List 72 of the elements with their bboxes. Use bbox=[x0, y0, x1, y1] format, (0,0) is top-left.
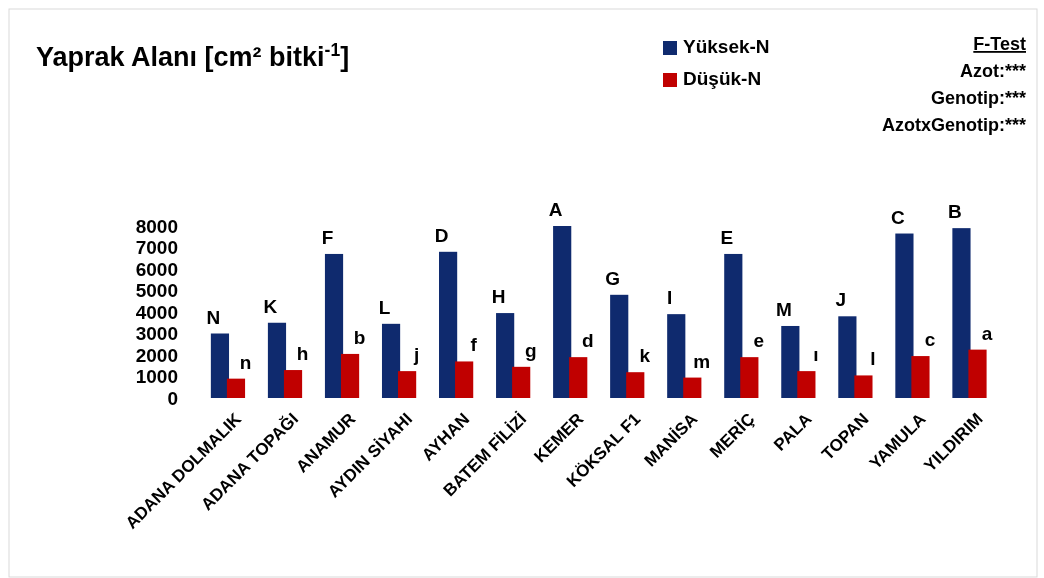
bar bbox=[553, 226, 572, 398]
data-label: a bbox=[981, 322, 993, 344]
bar bbox=[569, 357, 588, 398]
data-label: e bbox=[753, 330, 765, 352]
data-label: j bbox=[412, 344, 420, 366]
bar bbox=[724, 253, 743, 398]
bar bbox=[781, 325, 800, 398]
bar bbox=[210, 333, 230, 398]
y-tick-label: 0 bbox=[167, 387, 178, 409]
bar bbox=[667, 314, 686, 398]
bar bbox=[895, 233, 914, 398]
legend-label: Yüksek-N bbox=[683, 36, 770, 57]
y-tick-label: 1000 bbox=[135, 366, 178, 388]
data-label: A bbox=[548, 199, 563, 220]
bar bbox=[455, 361, 474, 398]
data-label: F bbox=[321, 226, 334, 248]
bar bbox=[911, 356, 930, 398]
data-label: f bbox=[470, 334, 478, 356]
text: Azot:*** bbox=[960, 61, 1026, 81]
bar bbox=[496, 313, 515, 398]
data-label: m bbox=[693, 350, 711, 372]
y-tick-label: 8000 bbox=[135, 215, 178, 237]
data-label: G bbox=[605, 267, 621, 289]
data-label: E bbox=[720, 226, 734, 248]
data-label: D bbox=[434, 224, 449, 246]
bar bbox=[340, 353, 360, 398]
data-label: h bbox=[296, 343, 309, 365]
data-label: d bbox=[581, 330, 594, 352]
data-label: g bbox=[524, 339, 537, 361]
y-tick-label: 4000 bbox=[135, 301, 178, 323]
bar bbox=[512, 366, 531, 398]
data-label: C bbox=[891, 206, 906, 228]
data-label: c bbox=[924, 329, 936, 351]
y-tick-label: 3000 bbox=[135, 323, 178, 345]
bar bbox=[324, 253, 344, 398]
legend-label: Düşük-N bbox=[683, 68, 762, 89]
chart-title: Yaprak Alanı [cm² bitki$^{-1}$] bbox=[36, 40, 350, 72]
data-label: I bbox=[667, 287, 673, 309]
y-tick-label: 2000 bbox=[135, 344, 178, 366]
bar bbox=[626, 372, 645, 398]
bar bbox=[683, 377, 702, 398]
data-label: B bbox=[948, 201, 962, 223]
bar bbox=[797, 371, 816, 398]
bar bbox=[439, 251, 458, 398]
data-label: l bbox=[870, 348, 876, 370]
data-label: M bbox=[775, 298, 792, 320]
data-label: k bbox=[639, 345, 651, 367]
text: F-Test bbox=[973, 34, 1026, 54]
data-label: N bbox=[206, 306, 221, 328]
data-label: ı bbox=[813, 344, 819, 366]
data-label: J bbox=[835, 289, 847, 311]
bar bbox=[968, 349, 987, 398]
data-label: n bbox=[239, 351, 252, 373]
bar bbox=[267, 322, 287, 398]
bar bbox=[610, 294, 629, 398]
data-label: L bbox=[378, 296, 391, 318]
bar bbox=[838, 316, 857, 398]
y-tick-label: 5000 bbox=[135, 280, 178, 302]
data-label: H bbox=[491, 286, 506, 308]
y-tick-label: 7000 bbox=[135, 237, 178, 259]
text: Genotip:*** bbox=[930, 88, 1026, 108]
bar bbox=[283, 370, 303, 398]
bar bbox=[952, 228, 971, 398]
bar bbox=[740, 357, 759, 398]
bar bbox=[854, 375, 873, 398]
bar bbox=[226, 378, 246, 398]
bar bbox=[381, 323, 401, 398]
bar bbox=[398, 371, 417, 398]
y-tick-label: 6000 bbox=[135, 258, 178, 280]
data-label: b bbox=[353, 326, 366, 348]
text: AzotxGenotip:*** bbox=[882, 115, 1026, 135]
data-label: K bbox=[263, 295, 278, 317]
